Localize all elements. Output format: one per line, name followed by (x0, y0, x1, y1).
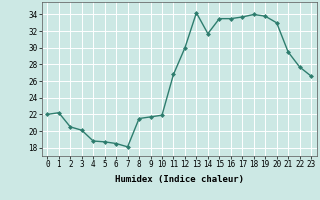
X-axis label: Humidex (Indice chaleur): Humidex (Indice chaleur) (115, 175, 244, 184)
